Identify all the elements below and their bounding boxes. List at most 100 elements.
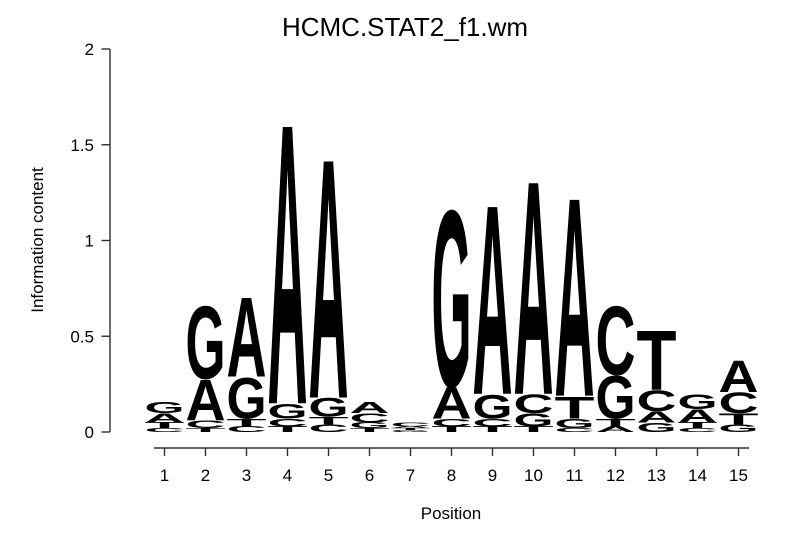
logo-letter-C: C <box>145 427 185 433</box>
logo-letter-A: A <box>432 378 472 428</box>
logo-letter-G: G <box>145 399 185 417</box>
logo-letter-G: G <box>391 430 431 433</box>
logo-letter-G: G <box>350 421 390 430</box>
x-tick-label: 8 <box>447 466 456 485</box>
logo-letter-A: A <box>145 410 185 425</box>
logo-letter-A: A <box>637 408 677 426</box>
x-tick-label: 15 <box>729 466 748 485</box>
y-tick-label: 0 <box>85 423 94 442</box>
logo-letter-A: A <box>514 118 554 459</box>
x-tick-label: 12 <box>606 466 625 485</box>
logo-letter-C: C <box>186 419 226 431</box>
y-axis-label: Information content <box>28 167 47 313</box>
x-tick-label: 7 <box>406 466 415 485</box>
logo-letter-A: A <box>391 426 431 429</box>
logo-letter-A: A <box>678 406 718 427</box>
x-tick-label: 9 <box>488 466 497 485</box>
x-tick-label: 14 <box>688 466 707 485</box>
x-tick-label: 3 <box>242 466 251 485</box>
x-tick-label: 6 <box>365 466 374 485</box>
logo-letter-G: G <box>637 420 677 435</box>
logo-letter-T: T <box>350 427 390 433</box>
x-tick-label: 13 <box>647 466 666 485</box>
logo-letter-T: T <box>186 427 226 433</box>
logo-letter-C: C <box>309 423 349 435</box>
logo-letter-C: C <box>268 417 308 429</box>
x-axis-label: Position <box>421 504 481 523</box>
x-tick-label: 10 <box>524 466 543 485</box>
logo-letter-A: A <box>268 41 308 490</box>
logo-letter-T: T <box>309 415 349 427</box>
logo-letter-C: C <box>637 384 677 417</box>
logo-letter-A: A <box>309 87 349 471</box>
logo-letter-T: T <box>596 417 636 429</box>
x-tick-label: 2 <box>201 466 210 485</box>
logo-letter-C: C <box>391 422 431 428</box>
logo-letter-A: A <box>719 352 759 402</box>
y-tick-label: 1.5 <box>70 136 94 155</box>
logo-letter-A: A <box>473 150 513 453</box>
logo-letter-T: T <box>391 428 431 431</box>
logo-letter-T: T <box>473 425 513 434</box>
x-axis: 1 2 3 4 5 6 7 8 9 10 11 12 13 14 15 <box>154 447 749 485</box>
y-tick-label: 2 <box>85 40 94 59</box>
logo-letter-G: G <box>432 157 472 440</box>
logo-letter-T: T <box>719 410 759 428</box>
logo-letter-G: G <box>514 410 554 431</box>
logo-letter-G: G <box>596 363 636 432</box>
logo-letter-C: C <box>514 389 554 419</box>
logo-letter-C: C <box>719 386 759 419</box>
logo-letter-G: G <box>186 285 226 401</box>
logo-letter-T: T <box>555 390 595 426</box>
logo-letter-G: G <box>555 416 595 431</box>
logo-letter-A: A <box>596 425 636 434</box>
y-tick-label: 1 <box>85 232 94 251</box>
logo-letter-T: T <box>145 421 185 430</box>
logo-letter-A: A <box>555 139 595 457</box>
logo-letter-C: C <box>596 286 636 396</box>
logo-letter-G: G <box>227 366 267 431</box>
logo-letter-A: A <box>186 368 226 433</box>
logo-letter-C: C <box>432 417 472 429</box>
x-tick-label: 4 <box>283 466 292 485</box>
y-tick-label: 0.5 <box>70 327 94 346</box>
logo-letter-G: G <box>678 390 718 414</box>
y-axis: 0 0.5 1 1.5 2 <box>70 40 111 442</box>
logo-letter-C: C <box>350 410 390 425</box>
x-tick-label: 11 <box>566 466 584 485</box>
x-tick-label: 1 <box>160 466 169 485</box>
logo-letter-C: C <box>555 427 595 433</box>
logo-letter-T: T <box>227 417 267 429</box>
logo-letter-G: G <box>473 387 513 426</box>
logo-letter-T: T <box>637 313 677 408</box>
logo-letter-G: G <box>719 423 759 435</box>
logo-letter-A: A <box>227 273 267 401</box>
logo-letter-C: C <box>473 417 513 429</box>
logo-letter-T: T <box>432 425 472 434</box>
logo-letter-T: T <box>268 425 308 434</box>
logo-letter-A: A <box>350 399 390 417</box>
logo-letter-C: C <box>678 427 718 433</box>
x-tick-label: 5 <box>324 466 333 485</box>
logo-letter-T: T <box>678 421 718 430</box>
logo-letter-G: G <box>268 400 308 424</box>
chart-title: HCMC.STAT2_f1.wm <box>282 12 528 42</box>
logo-letter-T: T <box>514 425 554 434</box>
logo-letter-G: G <box>309 393 349 423</box>
